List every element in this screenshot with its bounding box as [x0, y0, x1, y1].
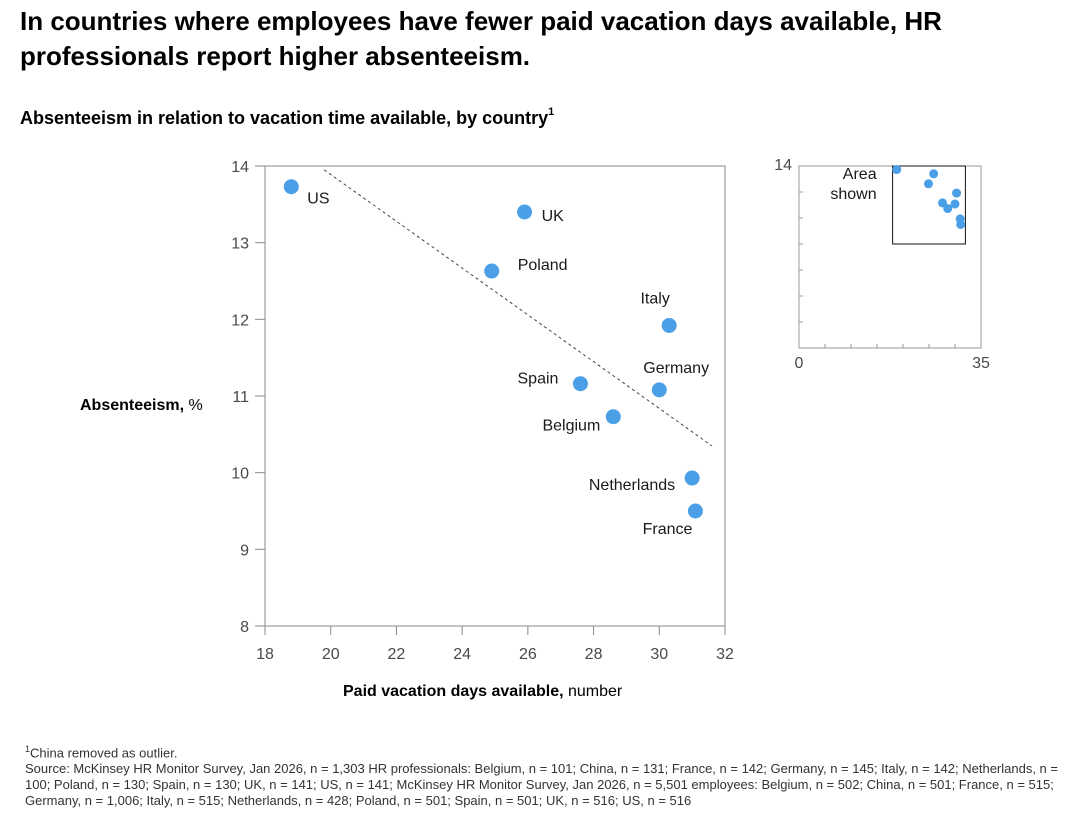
footnote: 1China removed as outlier. — [25, 741, 1065, 761]
y-axis-label-bold: Absenteeism, — [80, 397, 185, 414]
point-uk — [517, 204, 533, 220]
subtitle-text: Absenteeism in relation to vacation time… — [20, 108, 549, 128]
inset-frame — [798, 165, 982, 349]
point-us — [283, 179, 299, 195]
inset-area-shown-box — [892, 165, 966, 245]
point-label-belgium: Belgium — [542, 418, 600, 435]
footnote-marker: 1 — [25, 744, 31, 754]
point-italy — [661, 317, 677, 333]
x-tick-label: 32 — [716, 646, 734, 663]
x-axis-label-unit: number — [563, 683, 623, 700]
point-label-italy: Italy — [640, 290, 669, 307]
point-label-poland: Poland — [518, 257, 568, 274]
point-belgium — [605, 409, 621, 425]
y-tick-label: 13 — [231, 236, 249, 253]
x-tick-label: 20 — [322, 646, 340, 663]
point-label-france: France — [643, 521, 693, 538]
inset-point — [950, 199, 960, 209]
y-tick-label: 14 — [231, 159, 249, 176]
footnote-text: China removed as outlier. — [30, 745, 178, 761]
x-tick-label: 22 — [388, 646, 406, 663]
inset-area-shown-label: Area shown — [830, 166, 876, 203]
chart-subtitle: Absenteeism in relation to vacation time… — [20, 106, 555, 129]
inset-point — [923, 179, 933, 189]
inset-area-shown-label-line: Area — [843, 166, 877, 183]
source-note: Source: McKinsey HR Monitor Survey, Jan … — [25, 761, 1058, 809]
x-tick-label: 24 — [453, 646, 471, 663]
headline: In countries where employees have fewer … — [20, 6, 942, 71]
y-tick-label: 12 — [231, 312, 249, 329]
point-netherlands — [684, 470, 700, 486]
inset-overview-plot: 14 0 35 Area shown — [774, 157, 990, 372]
point-poland — [484, 263, 500, 279]
inset-area-shown-label-line: shown — [830, 186, 876, 203]
x-tick-label: 30 — [650, 646, 668, 663]
x-tick-label: 18 — [256, 646, 274, 663]
point-france — [687, 503, 703, 519]
x-tick-label: 28 — [585, 646, 603, 663]
point-label-uk: UK — [542, 208, 565, 225]
x-axis-label: Paid vacation days available, number — [343, 683, 622, 701]
y-tick-label: 10 — [231, 466, 249, 483]
point-spain — [572, 376, 588, 392]
y-axis-label-unit: % — [184, 397, 203, 414]
point-label-netherlands: Netherlands — [589, 477, 675, 494]
point-label-us: US — [307, 191, 329, 208]
chart-notes: 1China removed as outlier. Source: McKin… — [25, 741, 1065, 809]
point-label-spain: Spain — [518, 371, 559, 388]
trendline — [323, 169, 713, 447]
x-axis-label-bold: Paid vacation days available, — [343, 683, 564, 700]
subtitle-footnote-marker: 1 — [548, 106, 555, 118]
main-scatter-plot: 8 9 10 11 12 13 14 18 20 22 24 26 28 30 32 US UK Poland It… — [231, 159, 734, 663]
point-label-germany: Germany — [643, 360, 709, 377]
y-tick-label: 11 — [232, 389, 249, 406]
inset-y-tick-label: 14 — [774, 157, 792, 174]
y-tick-label: 8 — [240, 619, 249, 636]
inset-point — [952, 188, 962, 198]
x-tick-label: 26 — [519, 646, 537, 663]
y-axis-label: Absenteeism, % — [80, 397, 203, 415]
inset-x-tick-label: 35 — [972, 355, 990, 372]
inset-point — [892, 165, 902, 175]
point-germany — [651, 382, 667, 398]
inset-x-tick-label: 0 — [795, 355, 804, 372]
inset-point — [943, 204, 953, 214]
inset-point — [956, 220, 966, 229]
inset-point — [929, 169, 939, 179]
y-tick-label: 9 — [240, 542, 249, 559]
